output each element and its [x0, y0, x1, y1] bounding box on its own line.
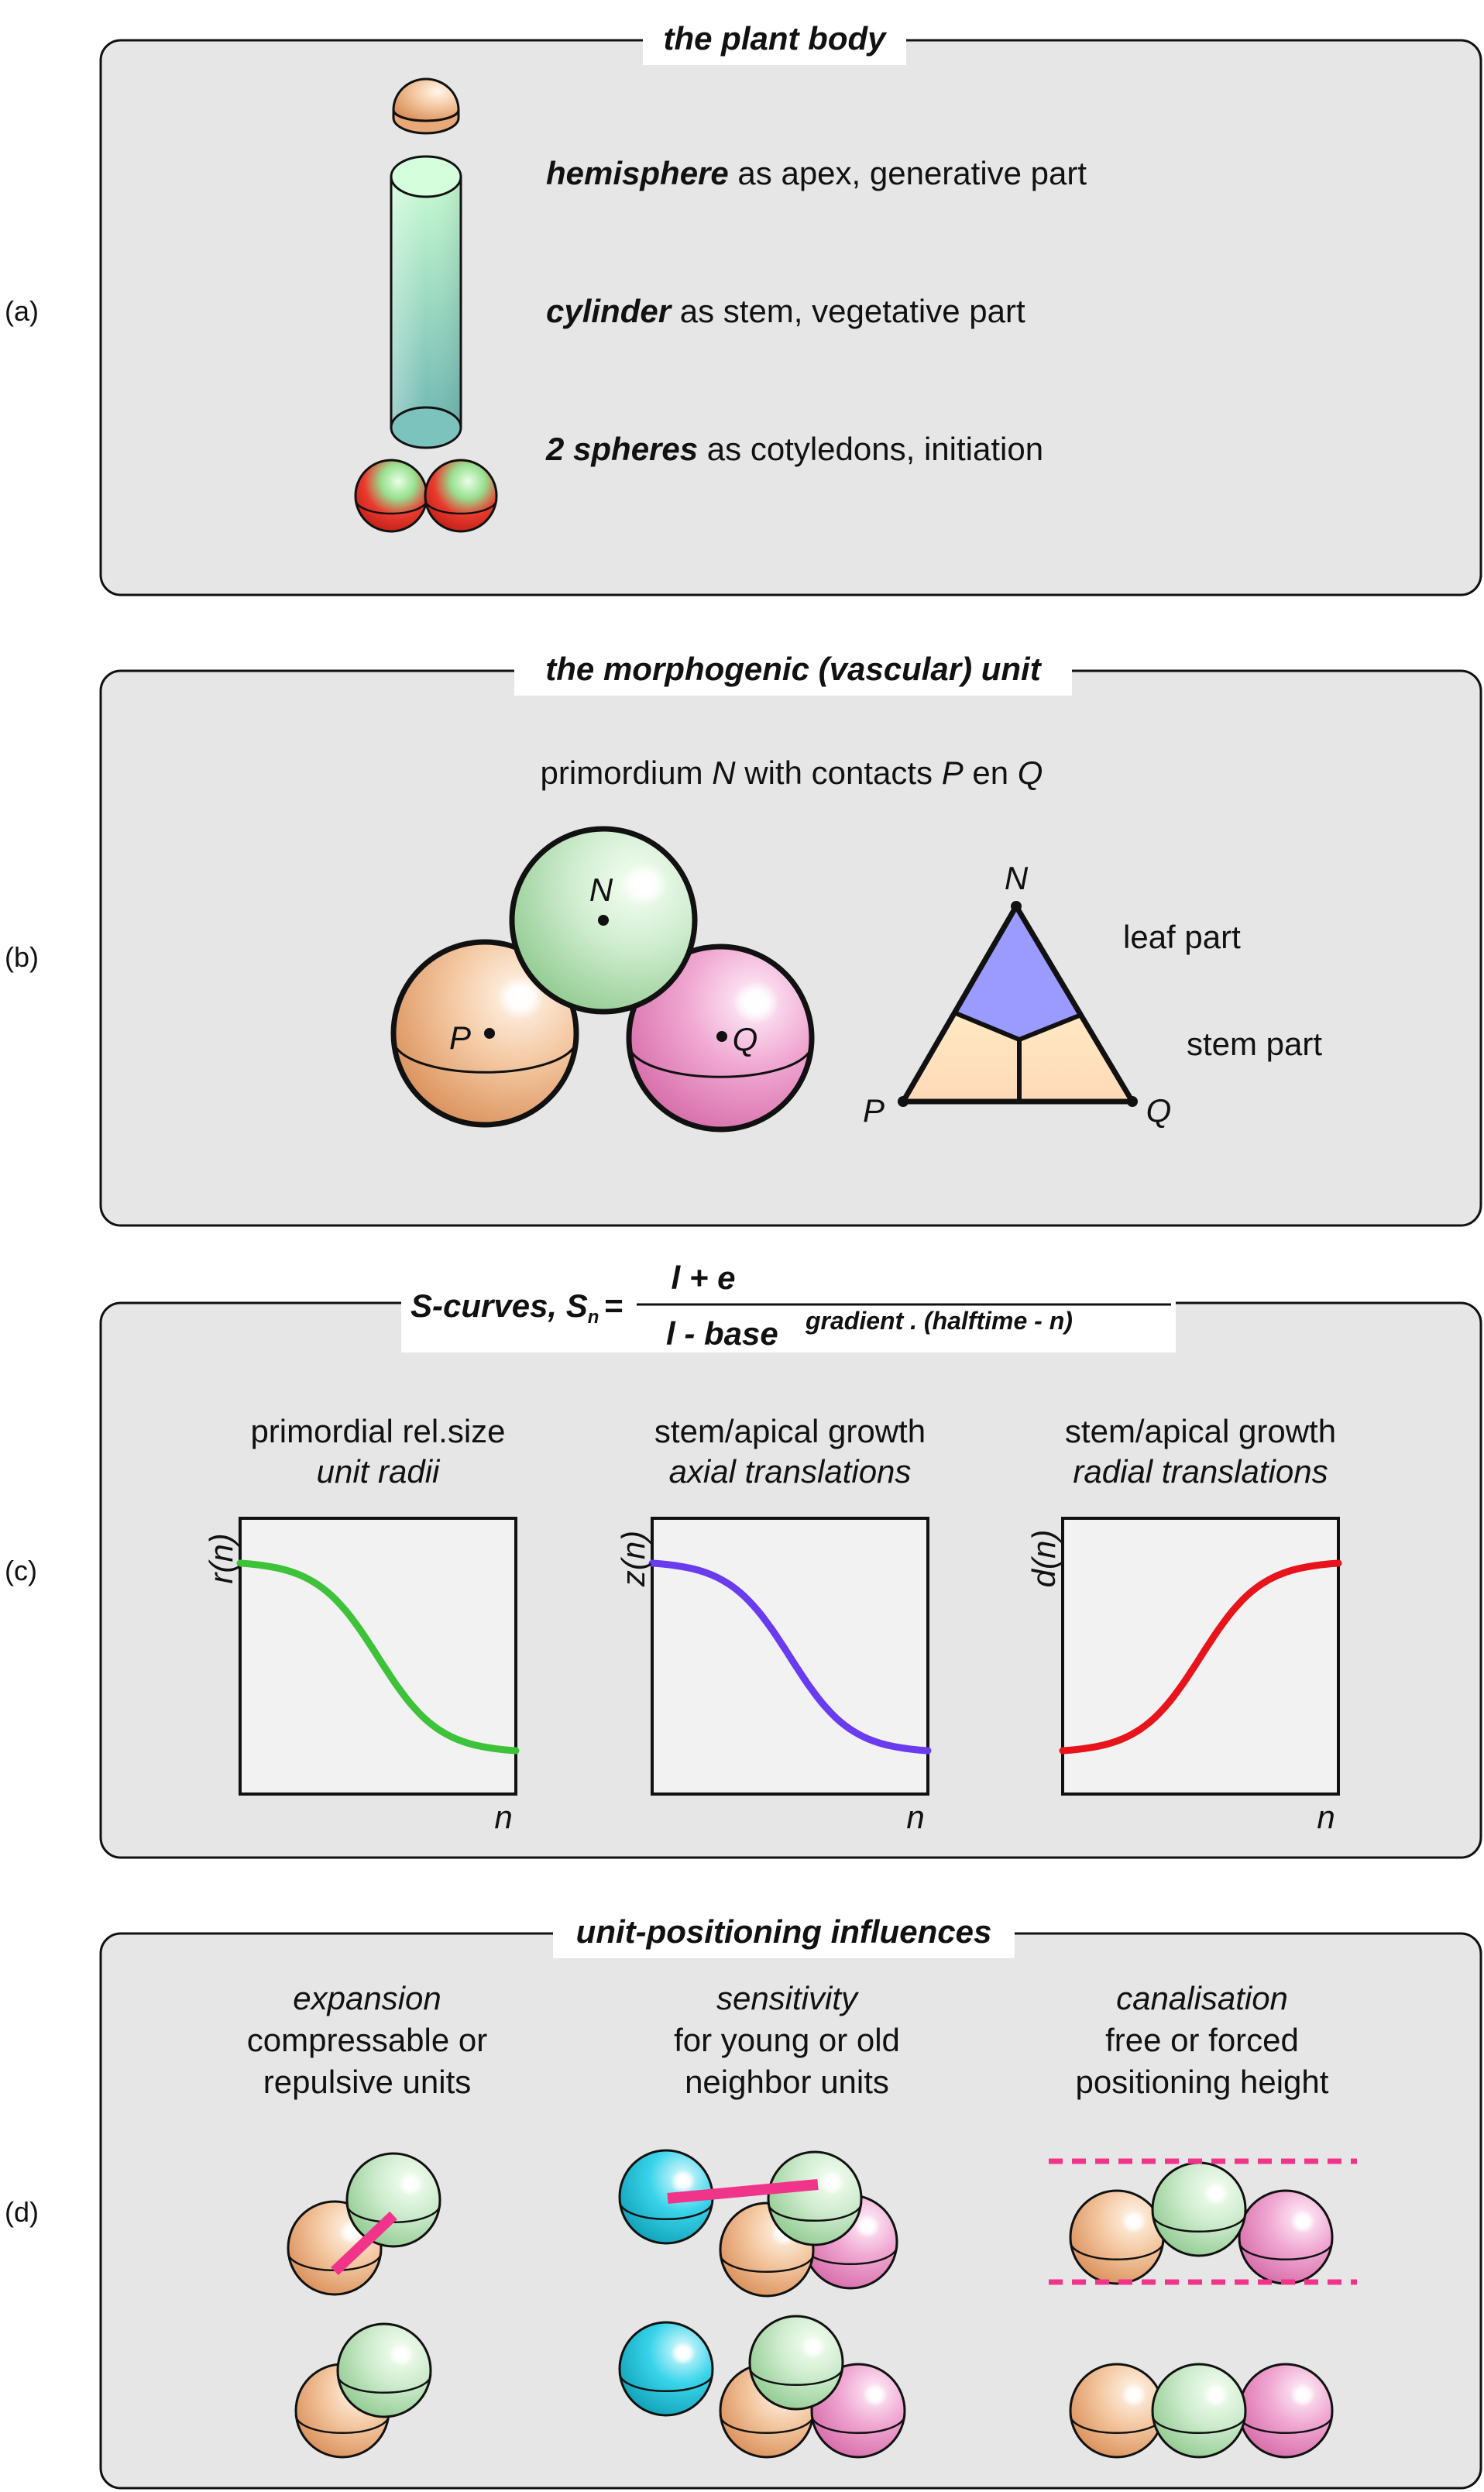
svg-text:S-curves, Sn=: S-curves, Sn = [411, 1287, 623, 1328]
green-sphere [767, 2150, 863, 2246]
column-canalisation-text: canalisation free or forced positioning … [1076, 1980, 1329, 2100]
green-sphere [748, 2315, 844, 2411]
plot-ylabel: z(n) [615, 1531, 651, 1587]
panel-d-label: (d) [5, 2196, 39, 2228]
panel-d: unit-positioning influences (d) expansio… [5, 1909, 1482, 2490]
positioning-spheres [287, 2149, 1334, 2459]
pink-sphere [1238, 2363, 1334, 2459]
triangle-label-q: Q [1146, 1092, 1172, 1129]
plot-subtitle: unit radii [317, 1453, 441, 1490]
plot-title: primordial rel.size [250, 1413, 505, 1449]
cyan-sphere [618, 2321, 714, 2417]
green-sphere [1151, 2363, 1247, 2459]
leaf-part-label: leaf part [1123, 919, 1241, 955]
svg-text:positioning height: positioning height [1076, 2064, 1329, 2100]
plot-curve [1059, 1559, 1342, 1755]
panel-a: the plant body (a) hemisphere as apex, g… [5, 15, 1482, 596]
orange-sphere [1069, 2363, 1165, 2459]
cylinder-stem [390, 155, 462, 449]
green-sphere [345, 2152, 441, 2248]
formula-denominator: l - base [666, 1315, 778, 1352]
label-q: Q [733, 1021, 758, 1057]
panel-b-title: the morphogenic (vascular) unit [545, 651, 1042, 687]
panel-d-title: unit-positioning influences [576, 1913, 992, 1950]
plot-ylabel: d(n) [1025, 1530, 1062, 1588]
orange-sphere [1069, 2189, 1165, 2285]
column-sensitivity-text: sensitivity for young or old neighbor un… [674, 1980, 900, 2100]
label-p: P [449, 1019, 471, 1056]
unit-sphere-q [626, 944, 815, 1133]
svg-text:compressable or: compressable or [247, 2022, 487, 2058]
plot-curve [236, 1559, 520, 1755]
hemisphere-description: hemisphere as apex, generative part [546, 155, 1087, 191]
formula-exponent: gradient . (halftime - n) [805, 1307, 1073, 1335]
svg-text:neighbor units: neighbor units [685, 2064, 889, 2100]
svg-text:expansion: expansion [293, 1980, 441, 2016]
triangle-label-p: P [863, 1092, 885, 1129]
sensitivity-link [667, 2179, 819, 2204]
plot-1: primordial rel.size unit radii r(n) n [203, 1413, 520, 1835]
positioning-marks [331, 2158, 1357, 2285]
cylinder-description: cylinder as stem, vegetative part [546, 293, 1025, 329]
unit-sphere-n [509, 826, 698, 1015]
plot-title: stem/apical growth [654, 1413, 926, 1449]
column-expansion-text: expansion compressable or repulsive unit… [247, 1980, 487, 2100]
pink-sphere [1238, 2189, 1334, 2285]
plot-ylabel: r(n) [203, 1533, 239, 1583]
plot-subtitle: radial translations [1073, 1453, 1328, 1490]
green-sphere [336, 2322, 432, 2418]
panel-a-title: the plant body [664, 20, 888, 57]
plot-xlabel: n [1317, 1799, 1335, 1835]
panel-c: S-curves, Sn = l + e l - base gradient . … [5, 1252, 1482, 1859]
svg-text:canalisation: canalisation [1116, 1980, 1288, 2016]
hemisphere-apex [392, 77, 460, 135]
svg-text:repulsive units: repulsive units [263, 2064, 471, 2100]
label-n: N [589, 871, 613, 908]
triangle-label-n: N [1005, 860, 1029, 896]
panel-b: the morphogenic (vascular) unit (b) prim… [5, 646, 1482, 1227]
svg-text:sensitivity: sensitivity [716, 1980, 860, 2016]
spheres-description: 2 spheres as cotyledons, initiation [545, 431, 1043, 467]
panel-a-label: (a) [5, 295, 39, 327]
plot-subtitle: axial translations [669, 1453, 912, 1490]
svg-text:free or forced: free or forced [1105, 2022, 1299, 2058]
expansion-link [331, 2211, 397, 2276]
plot-frame [239, 1517, 517, 1796]
plot-xlabel: n [494, 1799, 512, 1835]
stem-part-label: stem part [1187, 1026, 1322, 1062]
plot-2: stem/apical growth axial translations z(n)… [615, 1413, 932, 1835]
panel-b-caption: primordium N with contacts P en Q [541, 754, 1043, 791]
panel-c-label: (c) [5, 1555, 37, 1586]
cotyledon-spheres [354, 459, 498, 533]
svg-text:for young or old: for young or old [674, 2022, 900, 2058]
panel-b-label: (b) [5, 941, 39, 973]
unit-sphere-p [390, 939, 579, 1128]
plot-xlabel: n [906, 1799, 924, 1835]
formula-numerator: l + e [672, 1260, 736, 1296]
plot-curve [648, 1559, 932, 1755]
plot-title: stem/apical growth [1065, 1413, 1336, 1449]
plot-3: stem/apical growth radial translations d(n… [1025, 1413, 1342, 1835]
unit-triangle [898, 901, 1138, 1107]
green-sphere [1151, 2161, 1247, 2257]
s-curve-formula: S-curves, Sn = l + e l - base gradient . … [411, 1260, 1171, 1352]
